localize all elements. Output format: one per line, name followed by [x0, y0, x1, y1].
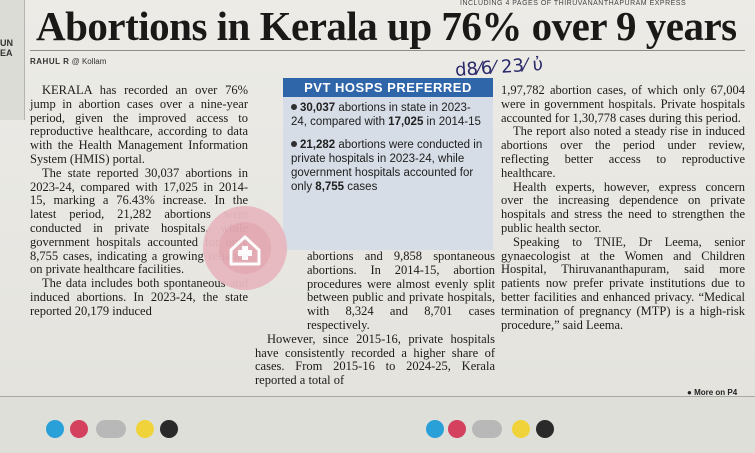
paragraph: The data includes both spontaneous and i… — [30, 276, 248, 318]
registration-swatch — [46, 420, 64, 438]
edition-line: INCLUDING 4 PAGES OF THIRUVANANTHAPURAM … — [460, 0, 687, 7]
handwritten-note: d8⁄6⁄ 23⁄ ὐ — [454, 53, 544, 82]
paragraph: KERALA has recorded an over 76% jump in … — [30, 83, 248, 166]
fact-figure: 30,037 — [300, 102, 336, 114]
byline-author: RAHUL R — [30, 57, 70, 66]
bullet-icon — [291, 104, 297, 110]
fact-figure: 8,755 — [315, 181, 345, 193]
fact-text: in 2014-15 — [423, 116, 481, 128]
paragraph: abortions and 9,858 spontaneous abortion… — [307, 249, 495, 332]
fact-item: 21,282 abortions were conducted in priva… — [283, 129, 493, 194]
hospital-emblem-icon — [203, 206, 287, 290]
byline-location: @ Kollam — [71, 57, 107, 66]
fact-box: PVT HOSPS PREFERRED 30,037 abortions in … — [283, 78, 493, 250]
headline-rule — [30, 50, 745, 51]
fact-figure: 21,282 — [300, 139, 336, 151]
paragraph: The state reported 30,037 abortions in 2… — [30, 165, 248, 277]
paragraph: However, since 2015-16, private hospital… — [255, 331, 495, 388]
registration-swatch — [472, 420, 502, 438]
fact-item: 30,037 abortions in state in 2023-24, co… — [283, 97, 493, 129]
bullet-icon — [291, 141, 297, 147]
registration-swatch — [96, 420, 126, 438]
byline: RAHUL R @ Kollam — [30, 57, 106, 66]
fact-text: cases — [344, 181, 378, 193]
edge-text-2: EA — [0, 48, 13, 58]
adjacent-page-edge: UN EA — [0, 0, 25, 120]
paragraph: Health experts, however, express concern… — [501, 179, 745, 235]
registration-swatch — [512, 420, 530, 438]
fact-text: abortions in state in 2023-24, compared … — [291, 102, 471, 128]
article-column-3: 1,97,782 abortion cases, of which only 6… — [501, 83, 745, 332]
paragraph: The report also noted a steady rise in i… — [501, 124, 745, 180]
article-column-1: KERALA has recorded an over 76% jump in … — [30, 83, 248, 319]
article-column-2: abortions and 9,858 spontaneous abortion… — [255, 249, 495, 388]
registration-swatch — [536, 420, 554, 438]
registration-swatch — [426, 420, 444, 438]
registration-swatch — [136, 420, 154, 438]
headline: Abortions in Kerala up 76% over 9 years — [36, 3, 737, 49]
registration-swatch — [70, 420, 88, 438]
continued-marker: ● More on P4 — [687, 388, 738, 397]
hospital-house-icon — [229, 235, 261, 266]
printer-margin — [0, 396, 755, 453]
continued-text: More on P4 — [694, 388, 738, 397]
fact-box-heading: PVT HOSPS PREFERRED — [283, 78, 493, 97]
registration-swatch — [160, 420, 178, 438]
edge-text-1: UN — [0, 38, 13, 48]
paragraph: Speaking to TNIE, Dr Leema, senior gynae… — [501, 234, 745, 332]
fact-text: abortions were conducted in private hosp… — [291, 139, 483, 193]
registration-swatch — [448, 420, 466, 438]
fact-figure: 17,025 — [388, 116, 424, 128]
paragraph: 1,97,782 abortion cases, of which only 6… — [501, 83, 745, 125]
